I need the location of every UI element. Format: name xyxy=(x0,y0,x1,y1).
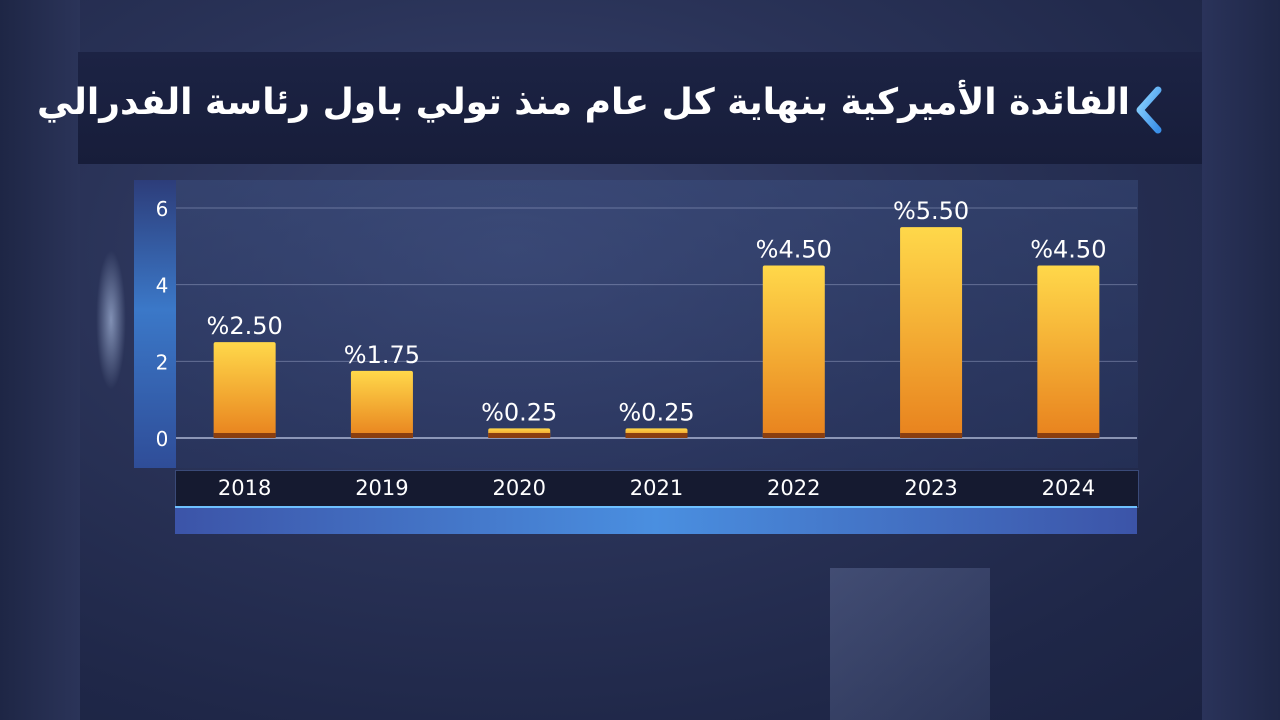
data-label: %0.25 xyxy=(481,398,557,426)
data-label: %4.50 xyxy=(756,236,832,264)
bar xyxy=(762,265,825,438)
background-left-panel xyxy=(0,0,80,720)
y-tick-label: 4 xyxy=(156,274,169,298)
data-label: %1.75 xyxy=(344,341,420,369)
background-right-panel xyxy=(1202,0,1280,720)
y-tick-labels: 0 2 4 6 xyxy=(156,197,169,451)
chevron-left-icon xyxy=(1136,86,1162,134)
bar xyxy=(900,227,963,438)
background-decoration xyxy=(830,568,990,720)
data-label: %2.50 xyxy=(207,312,283,340)
x-tick-label: 2020 xyxy=(492,476,545,500)
bar-base xyxy=(488,433,551,438)
data-label: %5.50 xyxy=(893,197,969,225)
bar xyxy=(350,370,413,438)
x-tick-label: 2018 xyxy=(218,476,271,500)
x-tick-label: 2022 xyxy=(767,476,820,500)
data-labels: %2.50 %1.75 %0.25 %0.25 %4.50 %5.50 %4.50 xyxy=(207,197,1107,426)
chart-panel xyxy=(134,180,1138,468)
y-tick-label: 0 xyxy=(156,427,169,451)
x-tick-labels: 2018 2019 2020 2021 2022 2023 2024 xyxy=(218,476,1095,500)
bar-base xyxy=(625,433,688,438)
bar-base xyxy=(762,433,825,438)
x-tick-label: 2021 xyxy=(630,476,683,500)
bar-base xyxy=(213,433,276,438)
bar-base xyxy=(900,433,963,438)
bottom-strip xyxy=(175,506,1137,534)
background-glow xyxy=(96,250,126,390)
bars xyxy=(213,227,1100,438)
bar-base xyxy=(1037,433,1100,438)
bar-base xyxy=(350,433,413,438)
chart-title: الفائدة الأميركية بنهاية كل عام منذ تولي… xyxy=(36,82,1130,123)
data-label: %0.25 xyxy=(618,398,694,426)
bar xyxy=(213,342,276,438)
y-tick-label: 2 xyxy=(156,350,169,374)
title-bar xyxy=(78,52,1202,164)
data-label: %4.50 xyxy=(1030,236,1106,264)
x-tick-label: 2019 xyxy=(355,476,408,500)
x-tick-label: 2024 xyxy=(1042,476,1095,500)
x-tick-label: 2023 xyxy=(904,476,957,500)
y-axis-bar xyxy=(134,180,176,468)
y-tick-label: 6 xyxy=(156,197,169,221)
bar xyxy=(1037,265,1100,438)
